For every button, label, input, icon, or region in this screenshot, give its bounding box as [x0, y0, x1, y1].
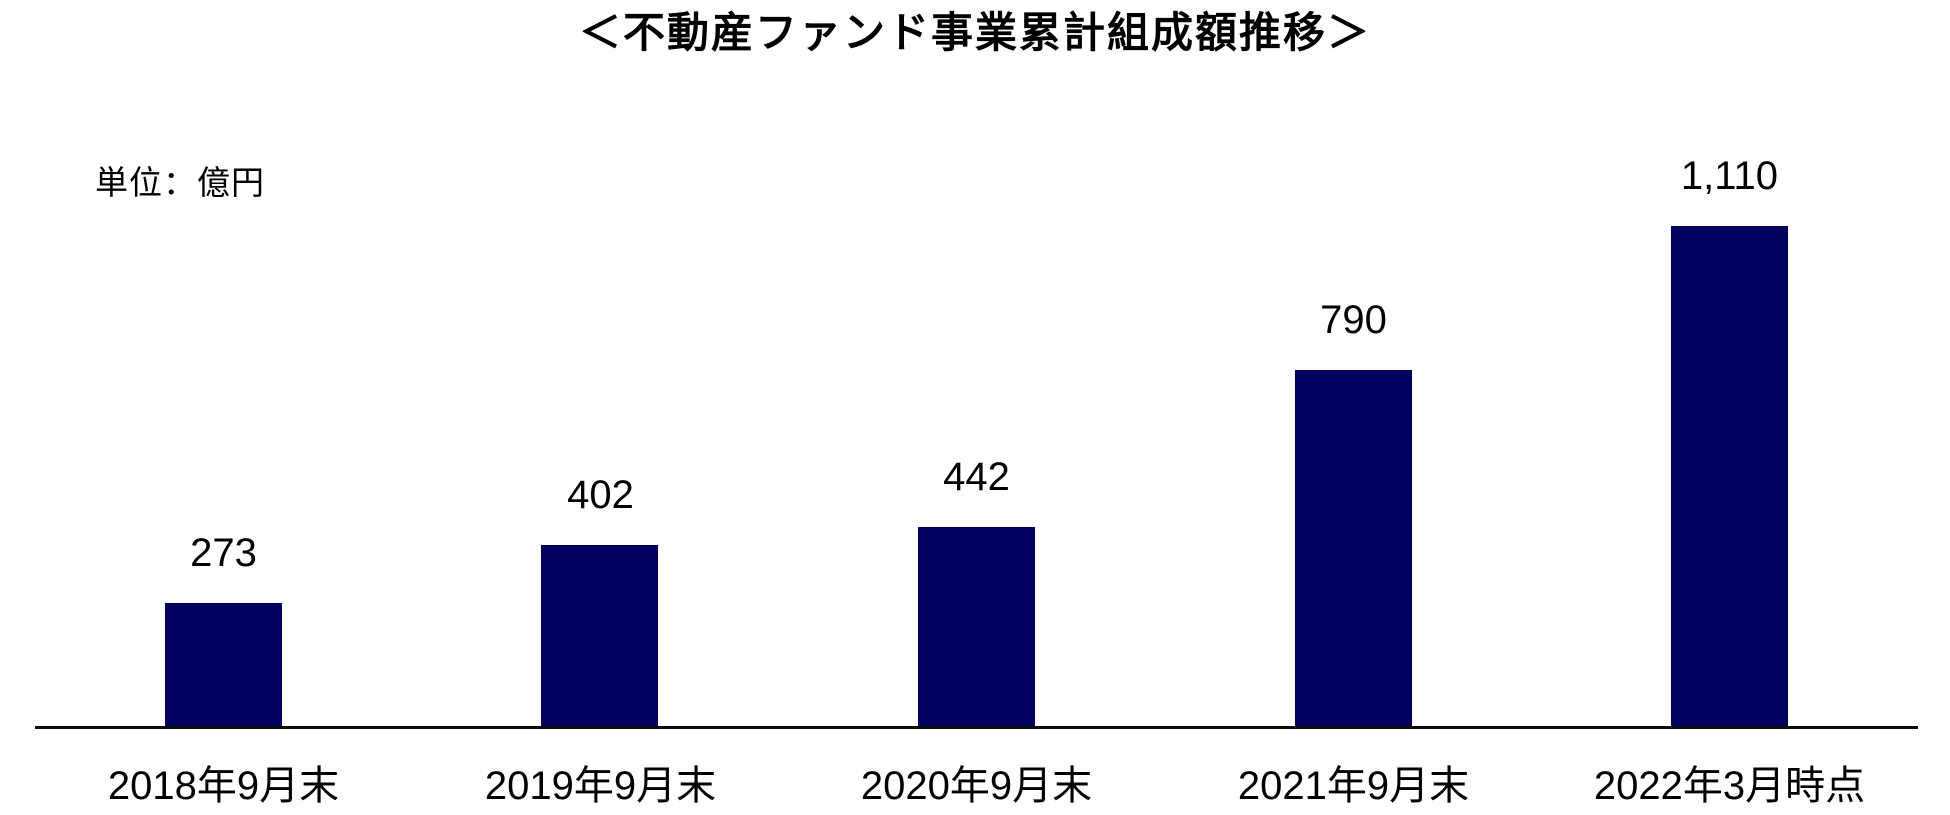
bar [165, 603, 282, 726]
unit-label: 単位：億円 [95, 164, 265, 201]
x-tick-label: 2021年9月末 [1237, 764, 1470, 808]
bar-value-label: 273 [190, 531, 257, 575]
x-tick-label: 2020年9月末 [860, 764, 1093, 808]
bar-value-label: 442 [943, 455, 1010, 499]
x-tick-label: 2019年9月末 [484, 764, 717, 808]
bar [1295, 370, 1412, 726]
chart-title: ＜不動産ファンド事業累計組成額推移＞ [578, 9, 1371, 56]
bar-value-label: 1,110 [1680, 154, 1779, 198]
x-axis-line [35, 726, 1918, 729]
bar [541, 545, 658, 726]
bar-value-label: 790 [1320, 298, 1387, 342]
x-tick-label: 2018年9月末 [107, 764, 340, 808]
bar-value-label: 402 [567, 473, 634, 517]
x-tick-label: 2022年3月時点 [1593, 764, 1866, 808]
bar [918, 527, 1035, 726]
bar [1671, 226, 1788, 726]
